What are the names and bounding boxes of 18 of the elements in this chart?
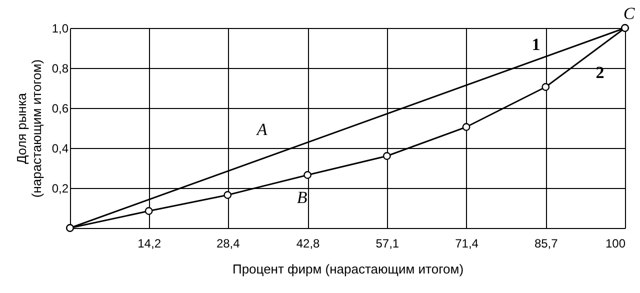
annotation: B <box>296 188 308 207</box>
x-tick-label: 28,4 <box>216 236 240 250</box>
x-axis-title: Процент фирм (нарастающим итогом) <box>232 262 464 276</box>
x-tick-label: 100 <box>605 236 626 250</box>
y-tick-label: 0,4 <box>52 142 69 156</box>
series-label: 1 <box>532 35 540 54</box>
x-tick-label: 85,7 <box>534 236 558 250</box>
annotation: C <box>623 4 636 23</box>
x-tick-label: 42,8 <box>296 236 320 250</box>
x-tick-label: 57,1 <box>376 236 400 250</box>
x-tick-label: 14,2 <box>138 236 162 250</box>
y-tick-label: 0,8 <box>52 62 69 76</box>
x-tick-label: 71,4 <box>455 236 479 250</box>
annotation: A <box>256 120 268 139</box>
y-tick-label: 1,0 <box>52 22 69 36</box>
y-axis-title: Доля рынка (нарастающим итогом) <box>14 59 44 198</box>
y-tick-label: 0,6 <box>52 102 69 116</box>
y-tick-label: 0,2 <box>52 182 69 196</box>
